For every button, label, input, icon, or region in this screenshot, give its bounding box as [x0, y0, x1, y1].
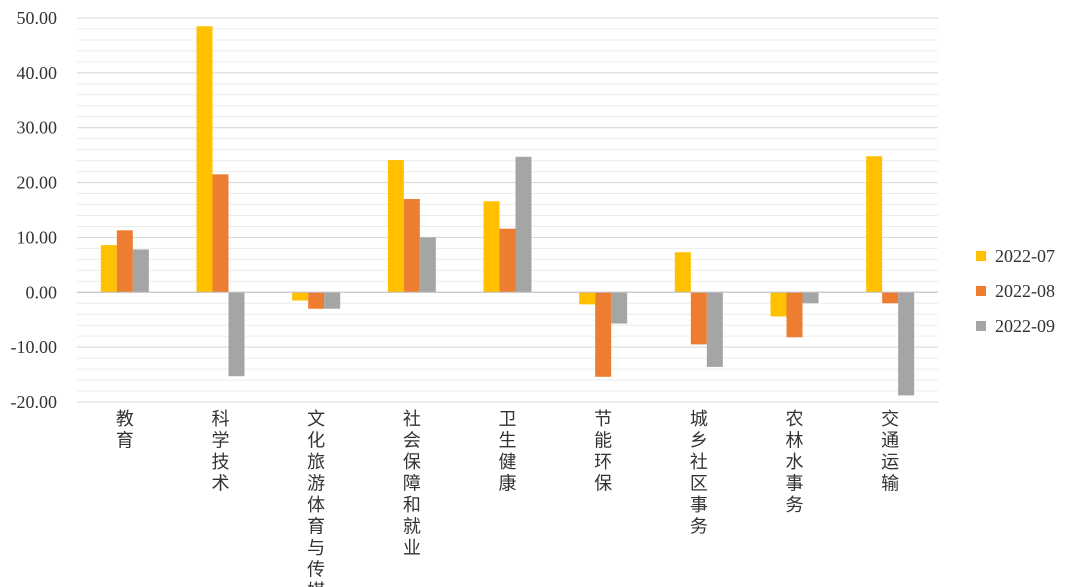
category-label: 教育: [116, 409, 134, 451]
bar-2022-08-交通运输: [882, 292, 899, 304]
bar-2022-09-城乡社区事务: [706, 292, 723, 367]
y-axis-tick-labels: 50.00 40.00 30.00 20.00 10.00 0.00 -10.00 -20.0…: [11, 8, 58, 412]
bar-2022-09-节能环保: [611, 292, 628, 324]
bar-2022-08-卫生健康: [499, 228, 516, 293]
y-tick-label: -10.00: [11, 337, 58, 357]
category-label: 交通运输: [881, 409, 899, 494]
category-label: 文化旅游体育与传媒: [307, 409, 325, 587]
bar-2022-09-社会保障和就业: [419, 237, 436, 293]
bar-2022-09-文化旅游体育与传媒: [324, 292, 341, 309]
bar-2022-07-社会保障和就业: [387, 160, 404, 293]
bar-2022-07-城乡社区事务: [674, 252, 691, 293]
bar-2022-08-文化旅游体育与传媒: [308, 292, 325, 309]
legend-swatch-2022-09: [976, 321, 986, 331]
bar-2022-07-农林水事务: [770, 292, 787, 317]
category-label: 社会保障和就业: [403, 409, 421, 558]
bar-2022-07-教育: [100, 245, 117, 293]
legend-label: 2022-07: [995, 246, 1055, 266]
legend-label: 2022-08: [995, 281, 1055, 301]
category-labels: 教育 科学技术 文化旅游体育与传媒 社会保障和就业 卫生健康 节能环保 城乡社区事务 农林水事…: [116, 409, 899, 587]
bar-2022-08-农林水事务: [786, 292, 803, 338]
bar-2022-09-教育: [132, 249, 149, 293]
bar-2022-07-文化旅游体育与传媒: [292, 292, 309, 301]
bar-2022-08-城乡社区事务: [690, 292, 707, 345]
y-tick-label: 10.00: [17, 227, 58, 247]
legend-swatch-2022-07: [976, 251, 986, 261]
bar-2022-07-交通运输: [866, 156, 883, 293]
legend-swatch-2022-08: [976, 286, 986, 296]
bar-2022-07-节能环保: [579, 292, 596, 305]
y-tick-label: 50.00: [17, 8, 58, 28]
category-label: 卫生健康: [499, 409, 517, 494]
category-label: 农林水事务: [786, 409, 804, 515]
legend: 2022-07 2022-08 2022-09: [976, 246, 1055, 336]
category-label: 城乡社区事务: [690, 409, 708, 537]
bar-2022-08-教育: [116, 230, 133, 293]
bar-2022-09-卫生健康: [515, 156, 532, 293]
y-tick-label: 40.00: [17, 63, 58, 83]
bars: [100, 26, 915, 396]
bar-2022-08-社会保障和就业: [403, 199, 420, 293]
y-tick-label: 20.00: [17, 173, 58, 193]
category-label: 节能环保: [594, 409, 612, 494]
y-tick-label: 30.00: [17, 118, 58, 138]
bar-2022-08-科学技术: [212, 174, 229, 293]
category-label: 科学技术: [212, 409, 230, 494]
bar-2022-08-节能环保: [595, 292, 612, 377]
legend-label: 2022-09: [995, 316, 1055, 336]
y-tick-label: 0.00: [26, 282, 58, 302]
bar-2022-09-农林水事务: [802, 292, 819, 304]
bar-2022-09-科学技术: [228, 292, 245, 377]
y-tick-label: -20.00: [11, 392, 58, 412]
bar-2022-07-卫生健康: [483, 201, 500, 293]
bar-2022-07-科学技术: [196, 26, 213, 293]
bar-2022-09-交通运输: [898, 292, 915, 396]
